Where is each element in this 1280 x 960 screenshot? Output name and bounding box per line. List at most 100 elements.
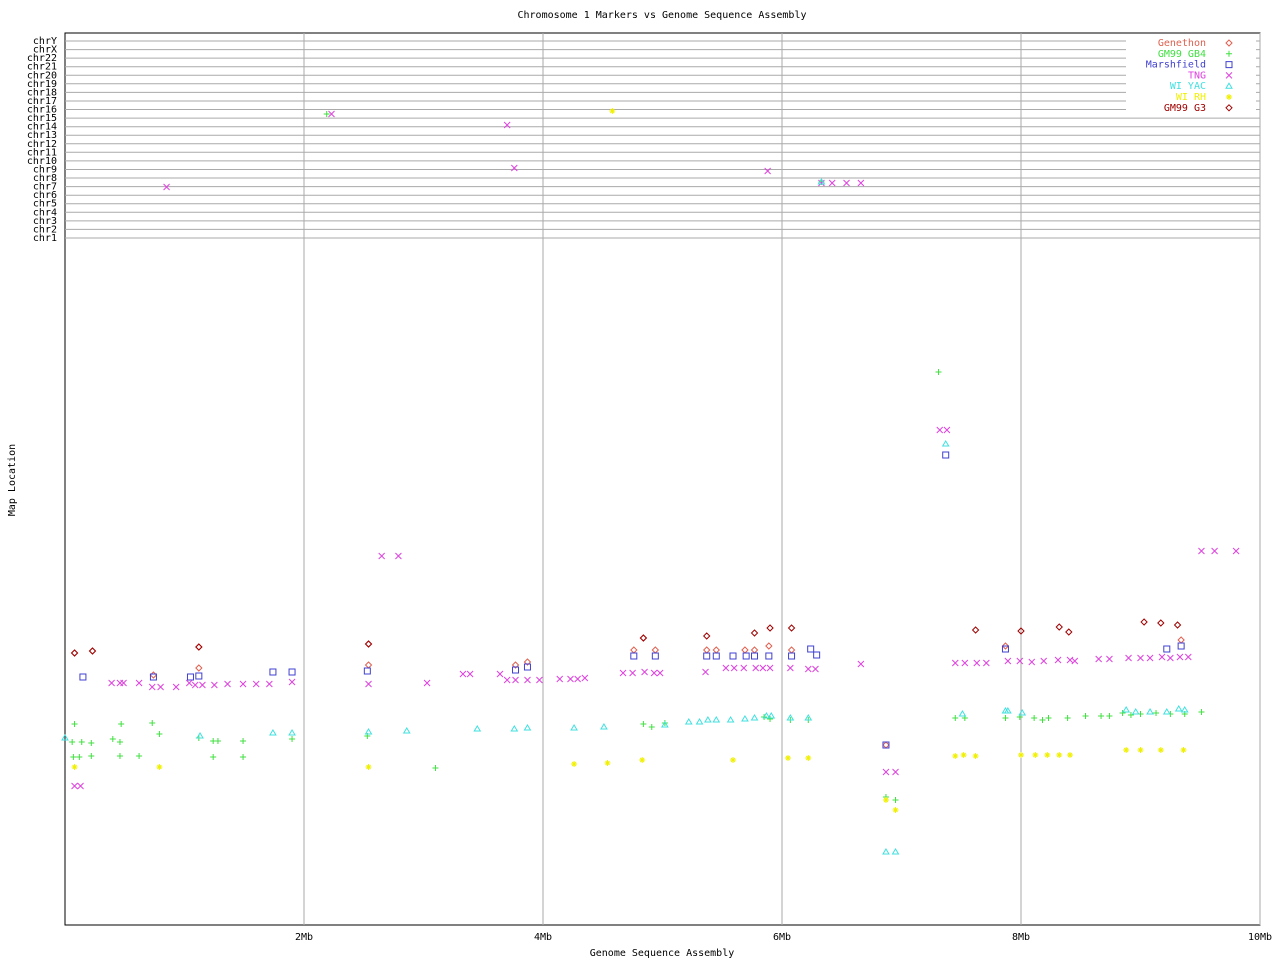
data-point (1137, 747, 1144, 753)
data-point (805, 755, 812, 761)
data-point (892, 807, 899, 813)
data-point (650, 669, 658, 677)
data-point (199, 681, 206, 689)
data-point (661, 720, 668, 726)
data-point (751, 652, 759, 660)
data-point (818, 179, 825, 187)
data-point (118, 721, 125, 727)
legend-marker (1226, 50, 1232, 57)
data-point (423, 679, 431, 687)
data-point (269, 668, 277, 676)
data-point (571, 761, 578, 767)
y-tick-label: chr12 (27, 139, 57, 150)
data-point (77, 782, 84, 790)
data-point (752, 664, 760, 672)
chart-title: Chromosome 1 Markers vs Genome Sequence … (518, 10, 807, 21)
data-point (951, 659, 959, 667)
data-point (120, 679, 127, 687)
y-tick-label: chr17 (27, 96, 57, 107)
data-point (574, 675, 582, 683)
data-point (1040, 657, 1048, 665)
y-tick-label: chr15 (27, 113, 57, 124)
data-point (69, 739, 76, 745)
y-tick-label: chr22 (27, 53, 57, 64)
y-tick-label: chr13 (27, 130, 57, 141)
data-point (364, 728, 373, 735)
data-point (892, 768, 899, 776)
data-point (1174, 705, 1183, 712)
data-point (328, 110, 335, 118)
data-point (172, 683, 180, 691)
data-point (556, 675, 564, 683)
data-point (288, 729, 296, 736)
data-point (722, 664, 730, 672)
data-point (71, 764, 78, 770)
data-point (1045, 715, 1052, 721)
y-tick-label: chr8 (33, 173, 57, 184)
legend-marker (1225, 72, 1233, 79)
data-point (512, 666, 520, 674)
data-point (661, 721, 669, 728)
y-tick-label: chr20 (27, 70, 57, 81)
plot-frame (64, 32, 1261, 926)
data-point (109, 736, 116, 742)
y-axis-label: Map Location (7, 444, 18, 516)
data-point (1032, 752, 1039, 758)
data-point (730, 757, 737, 763)
data-point (191, 681, 199, 689)
data-point (804, 714, 813, 721)
data-point (936, 426, 944, 434)
y-tick-label: chr10 (27, 156, 57, 167)
data-point (740, 664, 748, 672)
data-point (1176, 653, 1184, 661)
data-point (1198, 709, 1205, 715)
data-point (135, 679, 143, 687)
data-point (892, 797, 899, 803)
data-point (804, 665, 812, 673)
data-point (1157, 619, 1165, 627)
data-point (240, 754, 247, 760)
data-point (157, 683, 164, 691)
data-point (943, 426, 951, 434)
data-point (1180, 747, 1187, 753)
data-point (1039, 717, 1046, 723)
legend-marker (1225, 82, 1233, 89)
data-point (1146, 654, 1154, 662)
data-point (88, 740, 95, 746)
data-point (88, 647, 97, 655)
data-point (136, 753, 143, 759)
data-point (952, 753, 959, 759)
data-point (1028, 658, 1036, 666)
data-point (1066, 752, 1073, 758)
data-point (1119, 710, 1126, 716)
data-point (211, 681, 218, 689)
data-point (510, 164, 518, 172)
data-point (239, 680, 247, 688)
x-tick-label: 8Mb (1012, 932, 1030, 943)
data-point (1004, 657, 1012, 665)
data-point (609, 108, 616, 114)
data-point (395, 552, 402, 560)
data-point (288, 668, 296, 676)
data-point (828, 179, 836, 187)
data-point (79, 673, 87, 681)
data-point (712, 716, 721, 723)
data-point (952, 715, 959, 721)
data-point (1127, 712, 1134, 718)
data-point (960, 752, 967, 758)
data-point (882, 741, 890, 749)
data-point (604, 760, 611, 766)
data-point (648, 724, 655, 730)
legend-marker (1226, 94, 1232, 100)
y-tick-label: chr3 (33, 216, 57, 227)
y-tick-label: chr2 (33, 224, 57, 235)
data-point (1198, 547, 1205, 555)
data-point (684, 718, 693, 725)
data-point (764, 167, 772, 175)
y-tick-label: chr9 (33, 165, 57, 176)
data-point (1098, 713, 1105, 719)
data-point (459, 670, 467, 678)
data-point (765, 652, 773, 660)
data-point (958, 710, 967, 717)
